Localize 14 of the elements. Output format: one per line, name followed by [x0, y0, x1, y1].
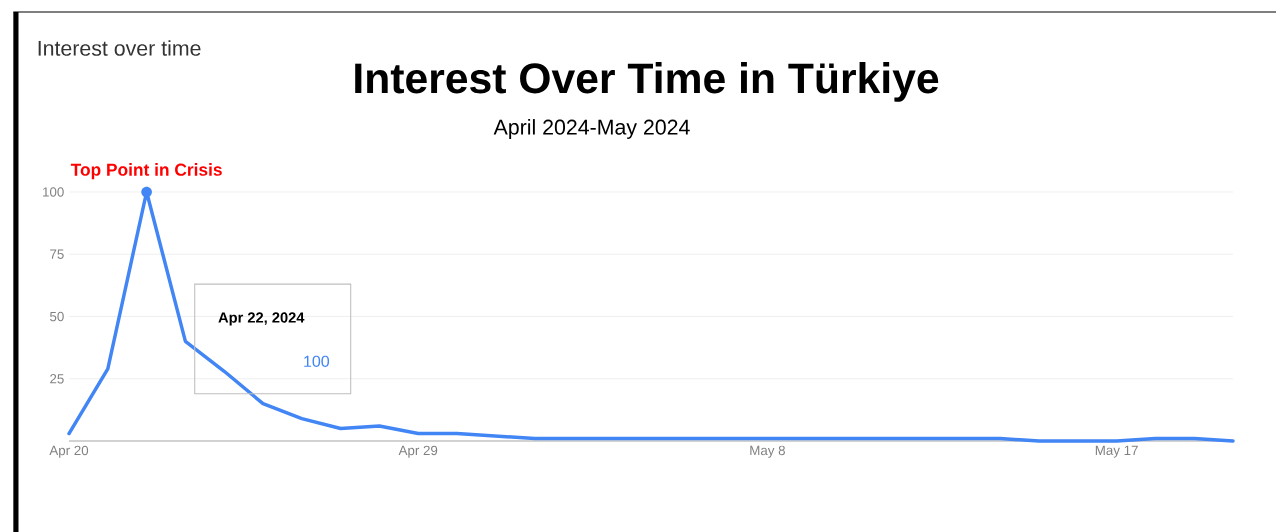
x-tick-label: Apr 29 — [398, 445, 438, 458]
annotation: 100 — [304, 355, 330, 367]
annotation: Apr 22, 2024 — [218, 312, 305, 326]
annotation: Top Point in Crisis — [70, 163, 222, 180]
y-tick-label: 25 — [50, 374, 64, 384]
chart-title: Interest Over Time in Türkiye — [355, 62, 939, 102]
x-tick-label: May 17 — [1095, 445, 1138, 458]
x-tick-label: Apr 20 — [49, 445, 89, 458]
chart-subtitle: April 2024-May 2024 — [493, 119, 690, 139]
y-tick-label: 100 — [43, 187, 64, 197]
y-tick-label: 50 — [50, 311, 64, 322]
text: Interest over time — [38, 40, 201, 56]
x-tick-label: May 8 — [750, 445, 785, 458]
y-tick-label: 75 — [50, 249, 64, 259]
